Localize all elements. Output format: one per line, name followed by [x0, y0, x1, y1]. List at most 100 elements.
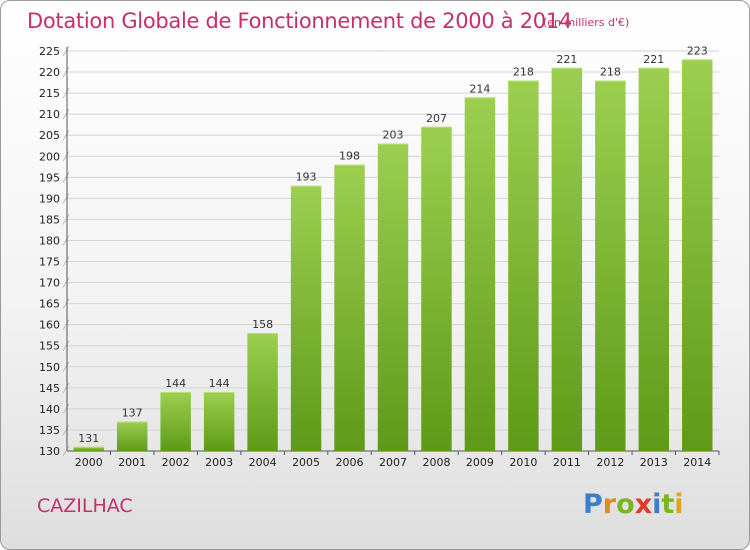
labels: 130 135 140 145 150 155 160 165 170 175 180 185 190 1…	[39, 44, 711, 469]
y-tick-label: 165	[39, 298, 60, 311]
chart-title: Dotation Globale de Fonctionnement de 20…	[27, 9, 572, 33]
bar[interactable]	[508, 80, 539, 451]
y-tick-label: 135	[39, 424, 60, 437]
y-tick-label: 225	[39, 45, 60, 58]
axis-hatch	[62, 193, 70, 204]
logo-letter: t	[661, 489, 675, 520]
axis-hatch	[62, 66, 70, 78]
y-tick-label: 185	[39, 213, 60, 226]
data-label: 144	[209, 377, 230, 390]
x-tick-label: 2002	[162, 456, 190, 469]
y-tick-label: 170	[39, 277, 60, 290]
x-tick-label: 2006	[336, 456, 364, 469]
x-tick-label: 2013	[640, 456, 668, 469]
bar[interactable]	[464, 97, 496, 451]
data-label: 158	[252, 318, 273, 331]
axis-hatch	[62, 45, 70, 57]
logo-letter: o	[616, 489, 635, 520]
axis-hatch	[62, 319, 70, 330]
y-tick-label: 200	[39, 150, 60, 163]
x-tick-label: 2010	[509, 456, 537, 469]
bar[interactable]	[160, 392, 191, 451]
y-tick-label: 155	[39, 340, 60, 353]
axis-hatch	[62, 298, 70, 309]
axis-hatch	[62, 361, 70, 373]
y-tick-label: 145	[39, 382, 60, 395]
x-tick-label: 2008	[422, 456, 450, 469]
commune-name: CAZILHAC	[37, 495, 133, 517]
data-label: 193	[296, 171, 317, 184]
bar[interactable]	[247, 333, 278, 451]
y-tick-label: 210	[39, 108, 60, 121]
data-label: 214	[469, 82, 490, 95]
bar[interactable]	[551, 67, 583, 451]
y-tick-label: 215	[39, 87, 60, 100]
data-label: 218	[600, 65, 621, 78]
y-tick-label: 195	[39, 171, 60, 184]
logo-letter: P	[583, 489, 603, 520]
x-tick-label: 2005	[292, 456, 320, 469]
data-label: 221	[556, 53, 577, 66]
x-tick-label: 2000	[75, 456, 103, 469]
y-tick-label: 180	[39, 234, 60, 247]
bar[interactable]	[334, 164, 365, 451]
bar[interactable]	[116, 421, 148, 451]
x-tick-label: 2012	[596, 456, 624, 469]
axis-hatch	[62, 382, 70, 394]
x-tick-label: 2001	[118, 456, 146, 469]
x-tick-label: 2011	[553, 456, 581, 469]
proxiti-logo[interactable]: Proxiti	[583, 489, 684, 520]
logo-letter: i	[652, 489, 662, 520]
y-tick-label: 150	[39, 361, 60, 374]
x-tick-label: 2003	[205, 456, 233, 469]
axis-hatch	[62, 424, 70, 436]
data-label: 144	[165, 377, 186, 390]
data-label: 198	[339, 150, 360, 163]
y-tick-label: 160	[39, 319, 60, 332]
axis-hatch	[62, 277, 70, 288]
axis-hatch	[62, 87, 70, 99]
data-label: 218	[513, 65, 534, 78]
x-tick-label: 2009	[466, 456, 494, 469]
data-label: 137	[122, 407, 143, 420]
axis-hatch	[62, 172, 70, 183]
axis-hatch	[62, 403, 70, 415]
bar[interactable]	[290, 185, 322, 451]
y-tick-label: 140	[39, 403, 60, 416]
data-label: 223	[687, 44, 708, 57]
axis-hatch	[62, 214, 70, 225]
data-label: 221	[643, 53, 664, 66]
logo-letter: i	[674, 489, 684, 520]
bar[interactable]	[377, 143, 409, 451]
chart-subtitle: (en milliers d'€)	[543, 16, 630, 29]
bar[interactable]	[203, 392, 235, 451]
axis-hatch	[62, 108, 70, 120]
axis-hatch	[62, 129, 70, 141]
y-tick-label: 175	[39, 256, 60, 269]
data-label: 207	[426, 112, 447, 125]
data-label: 131	[78, 432, 99, 445]
x-tick-label: 2007	[379, 456, 407, 469]
y-tick-label: 190	[39, 192, 60, 205]
x-tick-label: 2014	[683, 456, 711, 469]
x-tick-label: 2004	[249, 456, 277, 469]
y-tick-label: 220	[39, 66, 60, 79]
bar[interactable]	[421, 126, 452, 451]
bars	[73, 59, 713, 451]
axis-hatch	[62, 340, 70, 351]
bar[interactable]	[682, 59, 713, 451]
y-tick-label: 205	[39, 129, 60, 142]
axis-hatch	[62, 151, 70, 162]
data-label: 203	[383, 129, 404, 142]
logo-letter: r	[602, 489, 617, 520]
y-tick-label: 130	[39, 445, 60, 458]
bar[interactable]	[595, 80, 626, 451]
axis-hatch	[62, 445, 70, 457]
bar[interactable]	[638, 67, 670, 451]
axis-hatch	[62, 256, 70, 267]
bar[interactable]	[73, 446, 104, 451]
logo-letter: x	[634, 489, 653, 520]
axis-hatch	[62, 235, 70, 246]
